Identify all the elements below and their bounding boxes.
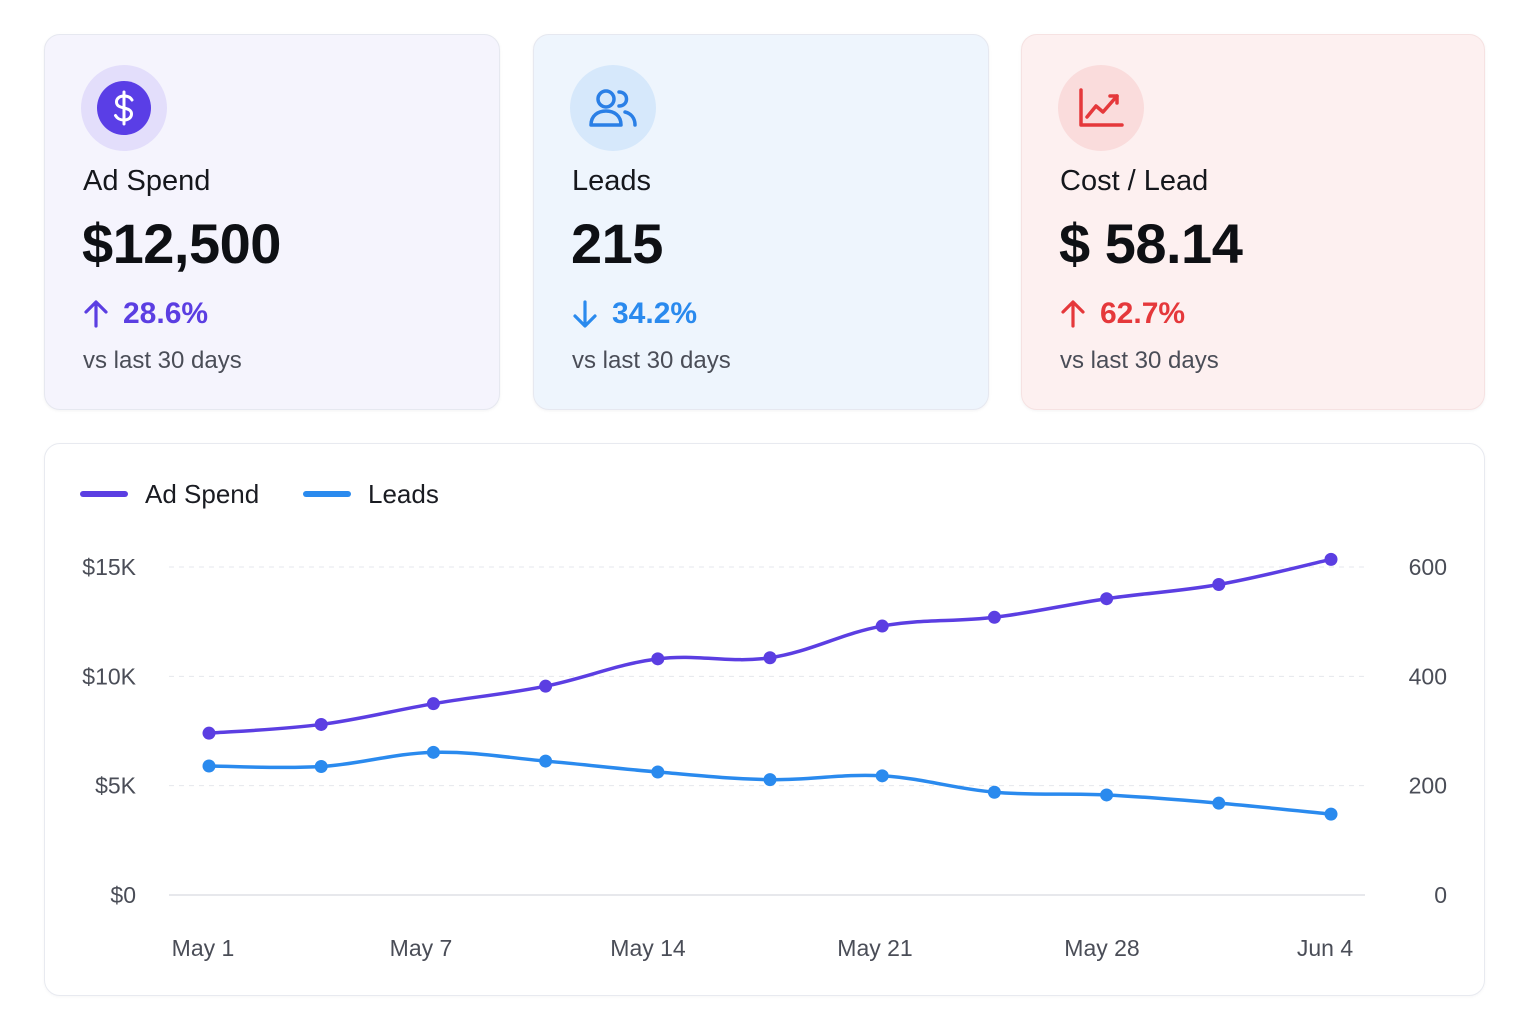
x-tick-label: May 28 bbox=[1064, 935, 1139, 961]
comparison-label: vs last 30 days bbox=[83, 347, 242, 374]
data-point bbox=[875, 619, 889, 633]
comparison-label: vs last 30 days bbox=[572, 347, 731, 374]
card-value: 215 bbox=[571, 212, 663, 275]
y-left-tick-label: $5K bbox=[95, 773, 137, 799]
line-chart-panel: $0 0 $5K 200 $10K 400 $15K 600 May 1 May 7 May 14 M… bbox=[44, 443, 1485, 996]
data-point bbox=[1212, 796, 1226, 810]
change-percent: 28.6% bbox=[123, 297, 209, 330]
data-point bbox=[426, 745, 440, 759]
series-line-ad-spend bbox=[207, 557, 1333, 735]
data-point bbox=[1100, 592, 1114, 606]
change-indicator: 62.7% bbox=[1060, 297, 1185, 331]
dollar-icon bbox=[81, 65, 167, 151]
y-right-tick-label: 200 bbox=[1409, 773, 1447, 799]
ad-spend-card: Ad Spend $12,500 28.6% vs last 30 days bbox=[44, 34, 500, 410]
data-point bbox=[763, 651, 777, 665]
x-tick-label: May 1 bbox=[172, 935, 235, 961]
data-point bbox=[314, 717, 328, 731]
line-chart: $0 0 $5K 200 $10K 400 $15K 600 May 1 May 7 May 14 M… bbox=[80, 479, 1447, 961]
legend-label: Leads bbox=[368, 479, 439, 509]
change-percent: 34.2% bbox=[612, 297, 698, 330]
data-point bbox=[1324, 552, 1338, 566]
cost-per-lead-card: Cost / Lead $ 58.14 62.7% vs last 30 day… bbox=[1021, 34, 1485, 410]
comparison-label: vs last 30 days bbox=[1060, 347, 1219, 374]
trend-chart-icon bbox=[1058, 65, 1144, 151]
data-point bbox=[426, 697, 440, 711]
arrow-up-icon bbox=[84, 300, 108, 328]
data-point bbox=[987, 785, 1001, 799]
arrow-up-icon bbox=[1061, 300, 1085, 328]
y-left-tick-label: $0 bbox=[110, 882, 136, 908]
card-title: Cost / Lead bbox=[1060, 165, 1209, 197]
arrow-down-icon bbox=[573, 300, 597, 328]
change-indicator: 34.2% bbox=[572, 297, 697, 331]
data-point bbox=[651, 765, 665, 779]
card-title: Ad Spend bbox=[83, 165, 211, 197]
data-point bbox=[1324, 807, 1338, 821]
data-point bbox=[202, 726, 216, 740]
x-tick-label: Jun 4 bbox=[1297, 935, 1353, 961]
legend-label: Ad Spend bbox=[145, 479, 259, 509]
data-point bbox=[539, 754, 553, 768]
y-right-tick-label: 600 bbox=[1409, 554, 1447, 580]
y-right-tick-label: 0 bbox=[1434, 882, 1447, 908]
y-right-tick-label: 400 bbox=[1409, 663, 1447, 689]
y-left-tick-label: $15K bbox=[82, 554, 136, 580]
y-left-tick-label: $10K bbox=[82, 663, 136, 689]
x-tick-label: May 21 bbox=[837, 935, 912, 961]
data-point bbox=[651, 652, 665, 666]
change-indicator: 28.6% bbox=[83, 297, 208, 331]
card-value: $12,500 bbox=[82, 212, 281, 275]
change-percent: 62.7% bbox=[1100, 297, 1186, 330]
data-point bbox=[539, 679, 553, 693]
data-point bbox=[763, 773, 777, 787]
data-point bbox=[314, 760, 328, 774]
users-icon bbox=[570, 65, 656, 151]
data-point bbox=[1212, 577, 1226, 591]
leads-card: Leads 215 34.2% vs last 30 days bbox=[533, 34, 989, 410]
x-tick-label: May 14 bbox=[610, 935, 686, 961]
card-value: $ 58.14 bbox=[1059, 212, 1243, 275]
data-point bbox=[202, 759, 216, 773]
data-point bbox=[1100, 788, 1114, 802]
card-title: Leads bbox=[572, 165, 652, 197]
data-point bbox=[987, 610, 1001, 624]
x-tick-label: May 7 bbox=[390, 935, 453, 961]
data-point bbox=[875, 769, 889, 783]
